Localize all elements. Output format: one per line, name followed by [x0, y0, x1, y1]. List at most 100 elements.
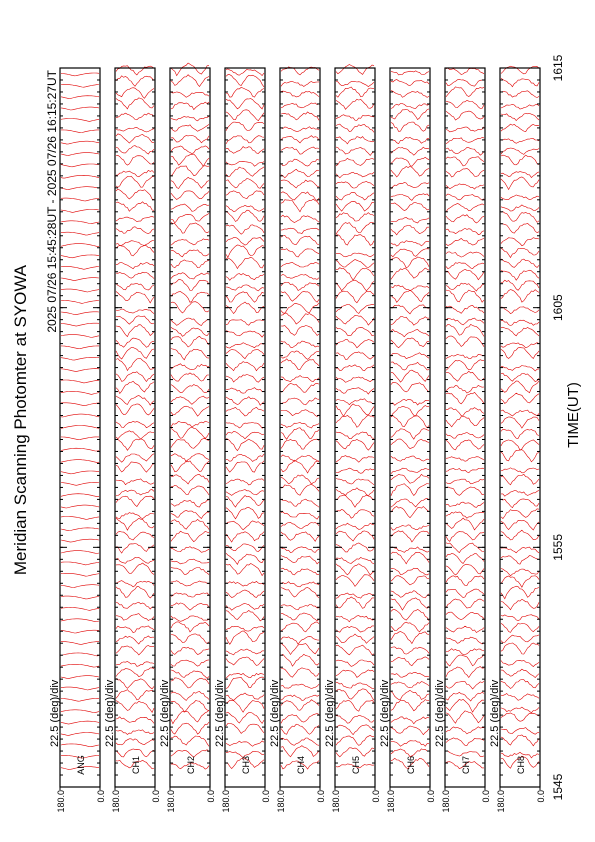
y-tick-label: 0.0 — [536, 790, 546, 803]
scan-trace — [115, 738, 155, 746]
scan-trace — [280, 612, 320, 622]
scan-trace — [500, 508, 540, 519]
scan-trace — [225, 387, 265, 394]
scan-trace — [115, 65, 155, 76]
y-tick-label: 0.0 — [206, 790, 216, 803]
scan-trace — [500, 546, 540, 554]
scan-trace — [115, 420, 155, 429]
scan-trace — [115, 478, 155, 486]
scan-trace — [170, 153, 210, 167]
scan-trace — [445, 416, 485, 428]
scan-trace — [115, 170, 155, 178]
scan-trace — [335, 114, 375, 121]
scan-trace — [445, 385, 485, 394]
scan-trace — [445, 542, 485, 554]
scan-trace — [500, 306, 540, 314]
scan-trace — [500, 622, 540, 633]
scan-trace — [115, 557, 155, 564]
y-tick-label: 0.0 — [426, 790, 436, 803]
scan-trace — [280, 191, 320, 202]
scan-trace — [225, 531, 265, 543]
scan-trace — [335, 146, 375, 156]
scan-trace — [500, 751, 540, 759]
scan-trace — [335, 714, 375, 724]
scan-trace — [60, 675, 100, 679]
scan-trace — [280, 126, 320, 132]
scale-label: 22.5 (deg)/div — [324, 679, 336, 747]
scan-trace — [335, 403, 375, 417]
scan-trace — [60, 607, 100, 611]
scan-trace — [60, 618, 100, 622]
scan-trace — [225, 460, 265, 473]
scan-trace — [500, 727, 540, 735]
scan-trace — [225, 291, 265, 303]
scan-trace — [170, 700, 210, 713]
scan-trace — [170, 279, 210, 291]
scan-trace — [115, 291, 155, 304]
scan-trace — [390, 646, 430, 655]
scan-trace — [335, 487, 375, 497]
scan-trace — [225, 495, 265, 508]
scan-trace — [170, 633, 210, 645]
scan-trace — [500, 614, 540, 621]
scan-trace — [445, 598, 485, 609]
scan-trace — [500, 194, 540, 201]
scan-trace — [335, 398, 375, 406]
scan-trace — [225, 237, 265, 246]
scan-trace — [500, 138, 540, 144]
scan-trace — [60, 277, 100, 282]
scan-trace — [335, 201, 374, 212]
scan-trace — [225, 453, 265, 462]
scan-trace — [225, 520, 265, 531]
scan-trace — [225, 422, 265, 429]
scan-trace — [445, 99, 485, 109]
scan-trace — [500, 712, 540, 722]
scan-trace — [170, 203, 210, 212]
scan-trace — [500, 279, 540, 291]
scan-trace — [390, 757, 430, 770]
scan-trace — [225, 506, 265, 520]
scan-trace — [225, 438, 265, 452]
scan-trace — [500, 498, 540, 509]
scan-trace — [335, 724, 375, 736]
scan-trace — [390, 304, 430, 315]
scan-trace — [60, 447, 100, 452]
scan-trace — [60, 288, 100, 293]
y-tick-label: 180.0 — [496, 790, 506, 813]
scan-trace — [60, 209, 100, 213]
scan-trace — [445, 691, 485, 702]
scan-trace — [390, 621, 430, 633]
scan-trace — [225, 672, 265, 679]
scan-trace — [445, 262, 485, 270]
scan-trace — [280, 422, 320, 429]
scan-trace — [170, 145, 210, 154]
scan-trace — [335, 747, 375, 758]
scan-trace — [280, 358, 320, 370]
scan-trace — [225, 676, 265, 689]
panel-label: CH5 — [351, 756, 361, 774]
scan-trace — [335, 688, 375, 701]
scan-trace — [390, 225, 429, 236]
panel-label: CH2 — [186, 756, 196, 774]
scan-trace — [390, 193, 430, 201]
scan-trace — [170, 348, 210, 361]
scan-trace — [390, 361, 430, 371]
scan-trace — [280, 511, 320, 520]
scan-trace — [280, 531, 320, 542]
scan-trace — [390, 136, 430, 144]
scan-trace — [390, 337, 430, 349]
scan-trace — [60, 584, 100, 588]
scan-trace — [335, 522, 375, 530]
scan-trace — [280, 158, 320, 167]
scan-trace — [225, 361, 265, 372]
scan-trace — [225, 630, 265, 645]
scan-trace — [225, 161, 265, 167]
scan-trace — [115, 700, 155, 714]
scan-trace — [280, 409, 320, 417]
scan-trace — [225, 256, 265, 270]
scan-trace — [170, 762, 210, 770]
scan-trace — [115, 262, 155, 270]
scan-trace — [225, 121, 265, 131]
y-tick-label: 180.0 — [56, 790, 66, 813]
scan-trace — [445, 726, 484, 735]
